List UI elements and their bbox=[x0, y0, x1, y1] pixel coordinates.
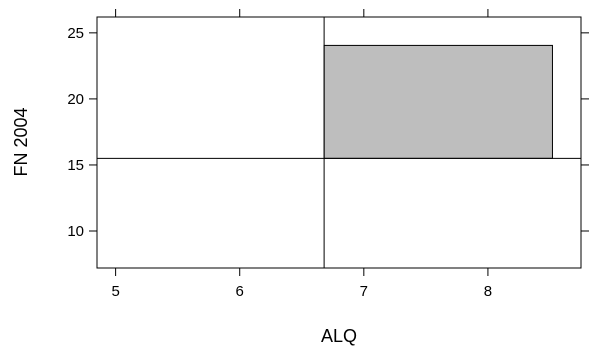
shaded-region bbox=[323, 44, 553, 159]
x-tick-label: 5 bbox=[111, 283, 119, 300]
reference-lines bbox=[97, 17, 581, 268]
x-tick-label: 8 bbox=[484, 283, 492, 300]
plot-frame bbox=[96, 16, 582, 269]
y-tick-label: 25 bbox=[67, 25, 84, 42]
y-tick-label: 15 bbox=[67, 157, 84, 174]
y-axis: 10 15 20 25 bbox=[67, 25, 589, 240]
shade-layer bbox=[323, 44, 553, 159]
y-tick-label: 20 bbox=[67, 91, 84, 108]
y-tick-label: 10 bbox=[67, 223, 84, 240]
y-axis-label: FN 2004 bbox=[11, 107, 31, 176]
x-axis: 5 6 7 8 bbox=[111, 9, 492, 300]
x-tick-label: 6 bbox=[236, 283, 244, 300]
x-tick-label: 7 bbox=[360, 283, 368, 300]
x-axis-label: ALQ bbox=[321, 326, 357, 346]
